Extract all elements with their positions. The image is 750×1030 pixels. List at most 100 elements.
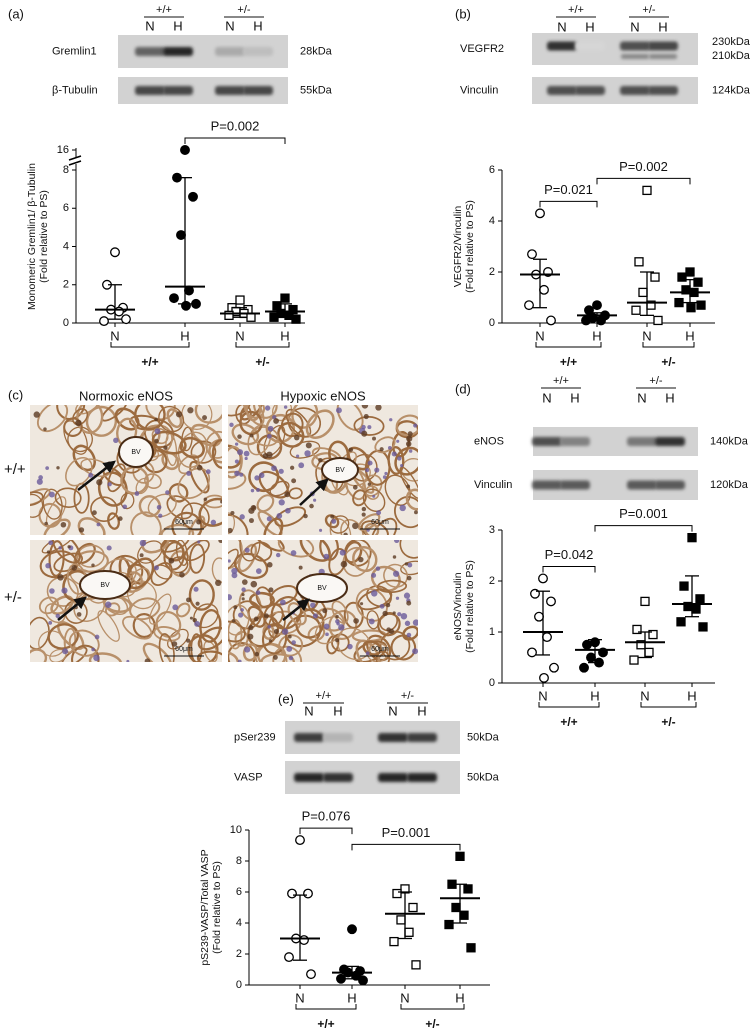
x-tick-label: H (455, 990, 464, 1005)
nucleus (229, 422, 234, 428)
alveolus (203, 494, 222, 509)
lane-label: H (665, 390, 674, 405)
blot-band (620, 86, 650, 95)
nucleus (287, 634, 292, 639)
data-point (191, 298, 201, 309)
alveolus (88, 652, 123, 662)
alveolus (228, 405, 251, 417)
nucleus (361, 430, 368, 437)
nucleus (266, 433, 272, 439)
data-point (634, 257, 644, 267)
nucleus (412, 648, 418, 655)
alveolus (90, 496, 118, 522)
p-value: P=0.002 (619, 159, 668, 174)
nucleus (335, 407, 342, 414)
alveolus (353, 416, 385, 436)
data-point (650, 272, 660, 282)
data-point (389, 936, 399, 947)
data-point (638, 287, 648, 298)
group-label: +/+ (560, 715, 577, 729)
nucleus (273, 655, 278, 660)
nucleus (168, 557, 175, 564)
nucleus (343, 532, 348, 535)
nucleus (239, 514, 245, 520)
data-point (336, 973, 346, 984)
data-point (524, 300, 534, 311)
nucleus (379, 603, 385, 609)
nucleus (290, 550, 297, 556)
data-point (181, 300, 191, 311)
blot-band (560, 437, 590, 446)
group-bracket (400, 1004, 465, 1010)
nucleus (353, 618, 359, 624)
nucleus (298, 462, 305, 469)
nucleus (406, 600, 412, 606)
nucleus (290, 465, 295, 470)
alveolus (319, 540, 339, 561)
nucleus (335, 619, 340, 624)
nucleus (244, 547, 250, 553)
alveolus (196, 650, 222, 662)
alveolus (400, 560, 418, 576)
nucleus (126, 659, 130, 662)
nucleus (171, 641, 178, 647)
y-tick-label: 4 (236, 917, 242, 929)
vessel (296, 573, 348, 603)
nucleus (158, 513, 163, 518)
lane-label: H (417, 703, 426, 718)
nucleus (46, 550, 51, 554)
nucleus (365, 468, 370, 473)
alveolus (197, 626, 222, 651)
nucleus (48, 491, 55, 498)
y-tick-label: 2 (63, 279, 69, 291)
group-label: +/+ (560, 355, 577, 369)
x-tick-label: N (235, 328, 244, 343)
blot-band (215, 47, 245, 56)
data-point (180, 145, 190, 155)
data-point (691, 604, 701, 614)
nucleus (234, 442, 239, 446)
size-label: 124kDa (712, 84, 750, 96)
nucleus (241, 579, 248, 585)
y-axis-label: (Fold relative to PS) (211, 861, 223, 954)
nucleus (387, 446, 392, 450)
axis-break (68, 155, 82, 161)
nucleus (407, 431, 413, 437)
nucleus (239, 472, 244, 477)
nucleus (361, 405, 369, 409)
blot-band (215, 86, 245, 95)
nucleus (266, 561, 273, 568)
micrograph-tile: BV 60μm (30, 540, 222, 662)
nucleus (338, 624, 345, 631)
arrow (57, 596, 87, 621)
data-point (535, 208, 545, 219)
alveolus (30, 648, 48, 662)
blot-band (648, 86, 678, 95)
row-label: +/+ (4, 461, 26, 478)
protein-label: Gremlin1 (52, 45, 97, 57)
alveolus (45, 496, 67, 527)
blot-band (407, 733, 437, 742)
nucleus (284, 491, 291, 498)
nucleus (392, 570, 400, 577)
genotype-label: +/- (649, 375, 662, 387)
data-point (459, 910, 469, 920)
nucleus (163, 445, 168, 450)
group-bracket (110, 342, 190, 348)
nucleus (237, 659, 242, 662)
alveolus (72, 408, 89, 426)
blot-band (649, 54, 677, 59)
alveolus (305, 409, 335, 439)
nucleus (407, 562, 413, 568)
data-point (299, 935, 309, 946)
alveolus (179, 436, 205, 459)
panel-label: (a) (8, 6, 24, 21)
p-value: P=0.021 (544, 182, 593, 197)
y-tick-label: 8 (236, 855, 242, 867)
data-point (284, 952, 294, 963)
nucleus (295, 454, 300, 458)
alveolus (188, 579, 215, 611)
alveolus (142, 642, 173, 662)
nucleus (254, 651, 260, 657)
blot-band (378, 773, 408, 782)
